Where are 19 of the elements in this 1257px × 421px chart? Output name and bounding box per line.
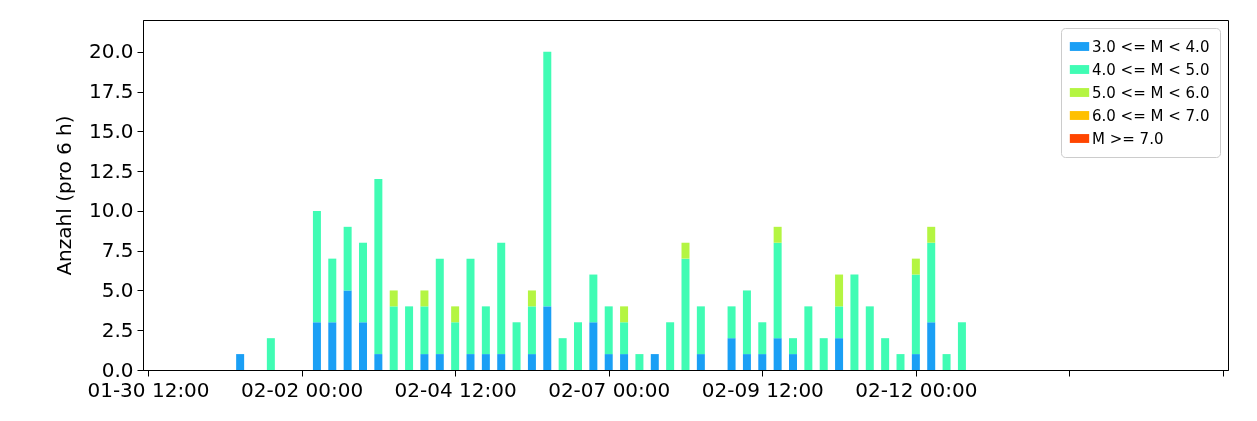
y-tick-label: 2.5 xyxy=(101,317,134,342)
y-tick-label: 7.5 xyxy=(101,238,134,263)
y-tick-label: 15.0 xyxy=(88,118,134,143)
x-tick-label: 02-02 00:00 xyxy=(241,377,364,402)
x-tick-label: 02-09 12:00 xyxy=(701,377,824,402)
legend-label: 5.0 <= M < 6.0 xyxy=(1092,83,1210,102)
y-tick-label: 12.5 xyxy=(88,158,134,183)
y-axis-title: Anzahl (pro 6 h) xyxy=(51,115,76,276)
x-tick-label: 02-12 00:00 xyxy=(855,377,978,402)
legend-label: M >= 7.0 xyxy=(1092,129,1164,148)
y-tick-label: 5.0 xyxy=(101,277,134,302)
legend-label: 4.0 <= M < 5.0 xyxy=(1092,60,1210,79)
legend-label: 6.0 <= M < 7.0 xyxy=(1092,106,1210,125)
x-tick-label: 02-04 12:00 xyxy=(394,377,517,402)
legend-label: 3.0 <= M < 4.0 xyxy=(1092,37,1210,56)
y-tick-label: 10.0 xyxy=(88,198,134,223)
y-tick-label: 17.5 xyxy=(88,79,134,104)
y-tick-label: 20.0 xyxy=(88,39,134,64)
x-tick-label: 02-07 00:00 xyxy=(548,377,671,402)
